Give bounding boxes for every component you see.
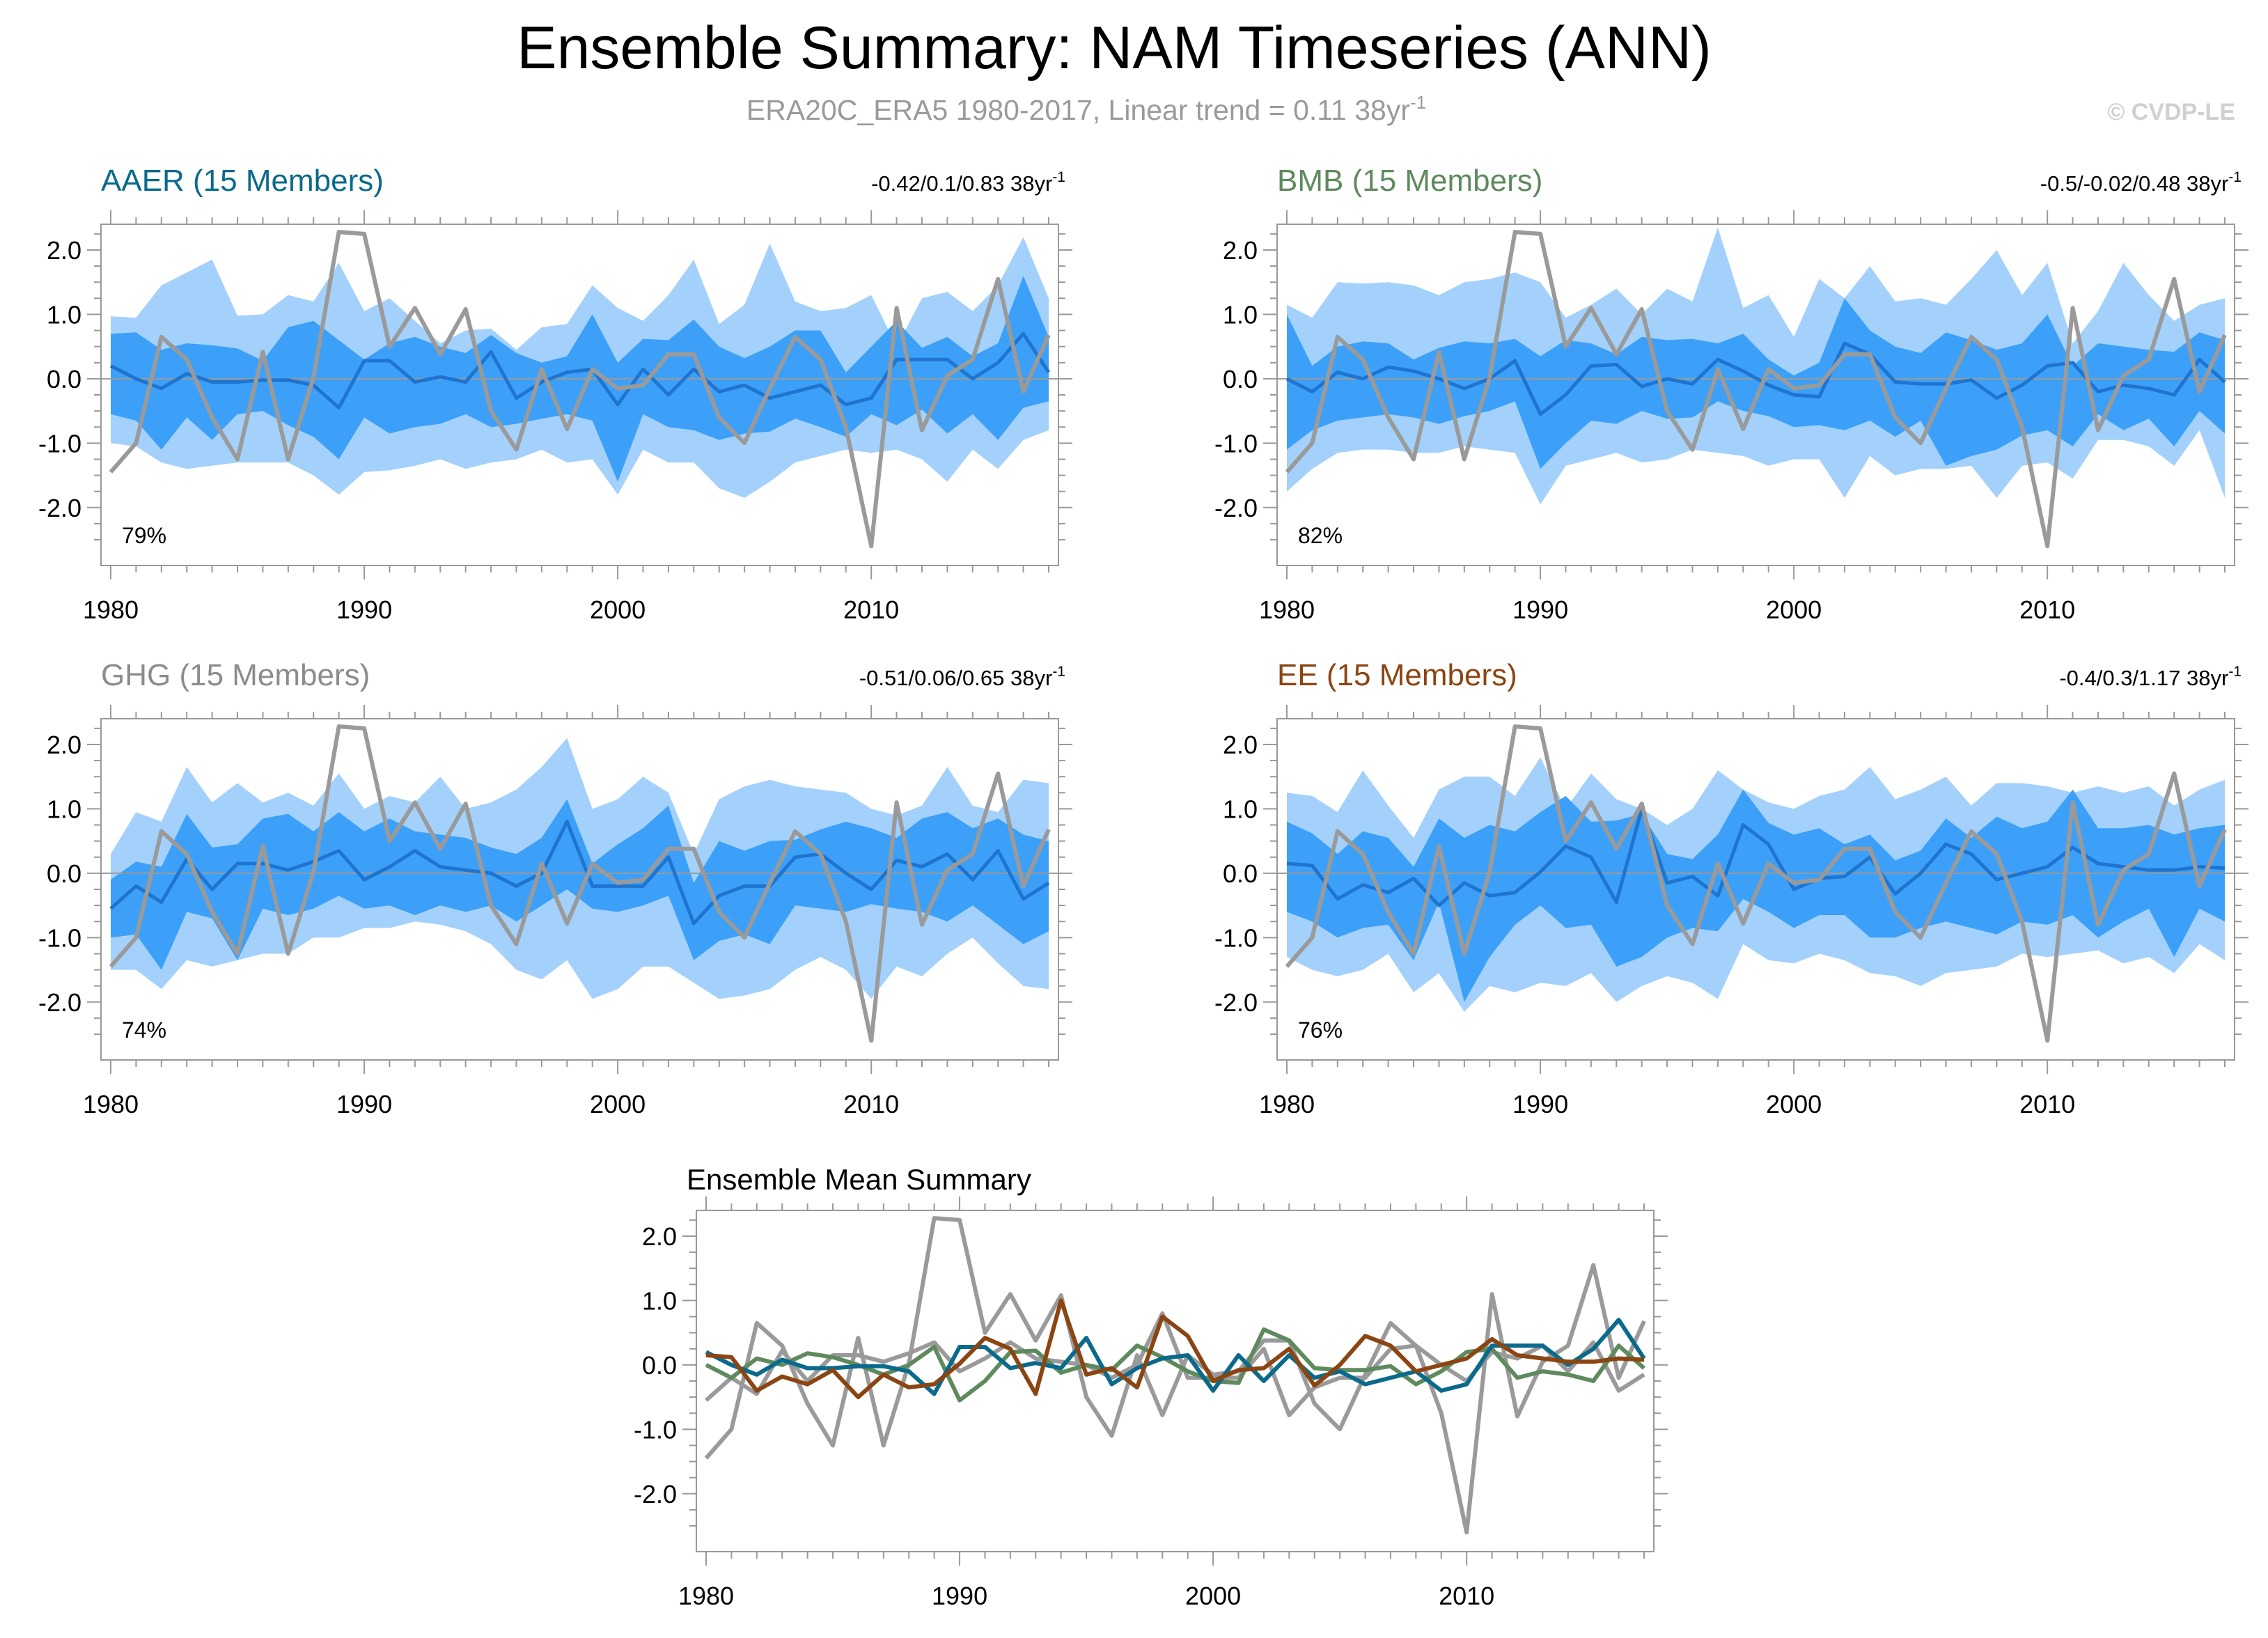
x-tick-label-bmb: 1980 <box>1259 595 1315 624</box>
x-tick-label-bmb: 1990 <box>1512 595 1568 624</box>
x-tick-label-ghg: 1980 <box>83 1090 139 1118</box>
y-tick-label-ensemble-mean-summary: 2.0 <box>642 1222 677 1251</box>
panel-aaer: AAER (15 Members) -0.42/0.1/0.83 38yr-1 2.… <box>38 164 1072 624</box>
y-tick-label-ee: -2.0 <box>1214 988 1258 1017</box>
observed-line-ghg <box>109 724 1051 1043</box>
y-tick-label-bmb: -1.0 <box>1214 429 1258 458</box>
y-tick-label-bmb: 1.0 <box>1223 300 1258 329</box>
y-tick-label-bmb: -2.0 <box>1214 494 1258 522</box>
x-tick-label-bmb: 2010 <box>2019 595 2075 624</box>
y-tick-label-ee: 2.0 <box>1223 731 1258 759</box>
y-tick-label-ee: 0.0 <box>1223 859 1258 888</box>
y-tick-label-aaer: 0.0 <box>47 365 81 393</box>
cvdp-watermark: © CVDP-LE <box>2107 99 2235 125</box>
y-tick-label-ghg: -2.0 <box>38 988 81 1017</box>
y-tick-label-ghg: 0.0 <box>47 859 81 888</box>
plot-area-bmb <box>1277 227 2235 549</box>
x-tick-label-ensemble-mean-summary: 2010 <box>1439 1582 1494 1610</box>
panel-label-ensemble-mean-summary: Ensemble Mean Summary <box>687 1163 1031 1196</box>
plot-area-ghg <box>101 724 1058 1043</box>
panel-ee: EE (15 Members) -0.4/0.3/1.17 38yr-1 2.0 1.… <box>1214 658 2249 1118</box>
inner-spread-band-ghg <box>111 799 1049 970</box>
trend-value-aaer: -0.42/0.1/0.83 38yr <box>871 171 1052 196</box>
inner-spread-band-bmb <box>1287 298 2225 469</box>
x-tick-label-ensemble-mean-summary: 1980 <box>678 1582 734 1610</box>
trend-superscript-ghg: -1 <box>1052 664 1065 680</box>
trend-value-bmb: -0.5/-0.02/0.48 38yr <box>2040 171 2229 196</box>
y-tick-label-ensemble-mean-summary: 0.0 <box>642 1351 677 1380</box>
x-tick-label-ghg: 2000 <box>590 1090 646 1118</box>
subtitle-superscript: -1 <box>1410 92 1426 113</box>
summary-line-ee <box>705 1298 1645 1400</box>
plot-area-ee <box>1277 724 2235 1043</box>
percent-label-bmb: 82% <box>1298 523 1343 548</box>
trend-label-ghg: -0.51/0.06/0.65 38yr-1 <box>859 664 1065 690</box>
y-tick-label-ensemble-mean-summary: -2.0 <box>634 1480 677 1508</box>
y-tick-label-ee: -1.0 <box>1214 923 1258 952</box>
y-tick-label-bmb: 2.0 <box>1223 236 1258 265</box>
panels: AAER (15 Members) -0.42/0.1/0.83 38yr-12.… <box>38 164 2249 1610</box>
panel-bmb: BMB (15 Members) -0.5/-0.02/0.48 38yr-1 2.… <box>1214 164 2249 624</box>
summary-line-aaer <box>705 1318 1646 1396</box>
x-tick-label-ee: 2000 <box>1766 1090 1822 1118</box>
x-tick-label-ghg: 1990 <box>336 1090 392 1118</box>
figure-subtitle: ERA20C_ERA5 1980-2017, Linear trend = 0.… <box>746 92 1426 126</box>
y-tick-label-ee: 1.0 <box>1223 795 1258 823</box>
x-tick-label-aaer: 2010 <box>843 595 899 624</box>
trend-superscript-bmb: -1 <box>2228 169 2242 185</box>
subtitle-text: ERA20C_ERA5 1980-2017, Linear trend = 0.… <box>746 94 1410 126</box>
trend-value-ghg: -0.51/0.06/0.65 38yr <box>859 666 1052 690</box>
x-tick-label-aaer: 1990 <box>336 595 392 624</box>
figure-title: Ensemble Summary: NAM Timeseries (ANN) <box>517 15 1712 81</box>
percent-label-ee: 76% <box>1298 1017 1343 1043</box>
x-tick-label-ee: 2010 <box>2019 1090 2075 1118</box>
trend-label-aaer: -0.42/0.1/0.83 38yr-1 <box>871 169 1065 196</box>
panel-label-bmb: BMB (15 Members) <box>1277 164 1542 198</box>
plot-area-ensemble-mean-summary <box>704 1216 1646 1535</box>
panel-label-ee: EE (15 Members) <box>1277 658 1517 692</box>
x-tick-label-ee: 1990 <box>1512 1090 1568 1118</box>
panel-ghg: GHG (15 Members) -0.51/0.06/0.65 38yr-1 2.… <box>38 658 1072 1118</box>
y-tick-label-ensemble-mean-summary: 1.0 <box>642 1286 677 1315</box>
trend-label-ee: -0.4/0.3/1.17 38yr-1 <box>2059 664 2242 690</box>
trend-superscript-ee: -1 <box>2228 664 2242 680</box>
trend-value-ee: -0.4/0.3/1.17 38yr <box>2059 666 2228 690</box>
y-tick-label-ghg: 2.0 <box>47 731 81 759</box>
observed-line-aaer <box>109 230 1051 549</box>
y-tick-label-aaer: 2.0 <box>47 236 81 265</box>
y-tick-label-ensemble-mean-summary: -1.0 <box>634 1415 677 1444</box>
y-tick-label-ghg: -1.0 <box>38 923 81 952</box>
summary-line-ghg <box>705 1311 1645 1417</box>
x-tick-label-aaer: 2000 <box>590 595 646 624</box>
trend-superscript-aaer: -1 <box>1052 169 1065 185</box>
x-tick-label-ensemble-mean-summary: 1990 <box>932 1582 987 1610</box>
x-tick-label-bmb: 2000 <box>1766 595 1822 624</box>
panel-ensemble-mean-summary: Ensemble Mean Summary 2.0 1.0 0.0 -1.0 -2.0 19… <box>634 1163 1668 1610</box>
observed-line-bmb <box>1285 230 2227 549</box>
y-tick-label-aaer: -2.0 <box>38 494 81 522</box>
y-tick-label-bmb: 0.0 <box>1223 365 1258 393</box>
y-tick-label-aaer: 1.0 <box>47 300 81 329</box>
y-tick-label-ghg: 1.0 <box>47 795 81 823</box>
x-tick-label-ee: 1980 <box>1259 1090 1315 1118</box>
plot-area-aaer <box>101 230 1058 549</box>
percent-label-ghg: 74% <box>122 1017 166 1043</box>
x-tick-label-ensemble-mean-summary: 2000 <box>1185 1582 1241 1610</box>
observed-line-ee <box>1285 724 2227 1043</box>
panel-label-ghg: GHG (15 Members) <box>101 658 370 692</box>
panel-label-aaer: AAER (15 Members) <box>101 164 384 198</box>
x-tick-label-aaer: 1980 <box>83 595 139 624</box>
x-tick-label-ghg: 2010 <box>843 1090 899 1118</box>
percent-label-aaer: 79% <box>122 523 166 548</box>
trend-label-bmb: -0.5/-0.02/0.48 38yr-1 <box>2040 169 2242 196</box>
y-tick-label-aaer: -1.0 <box>38 429 81 458</box>
